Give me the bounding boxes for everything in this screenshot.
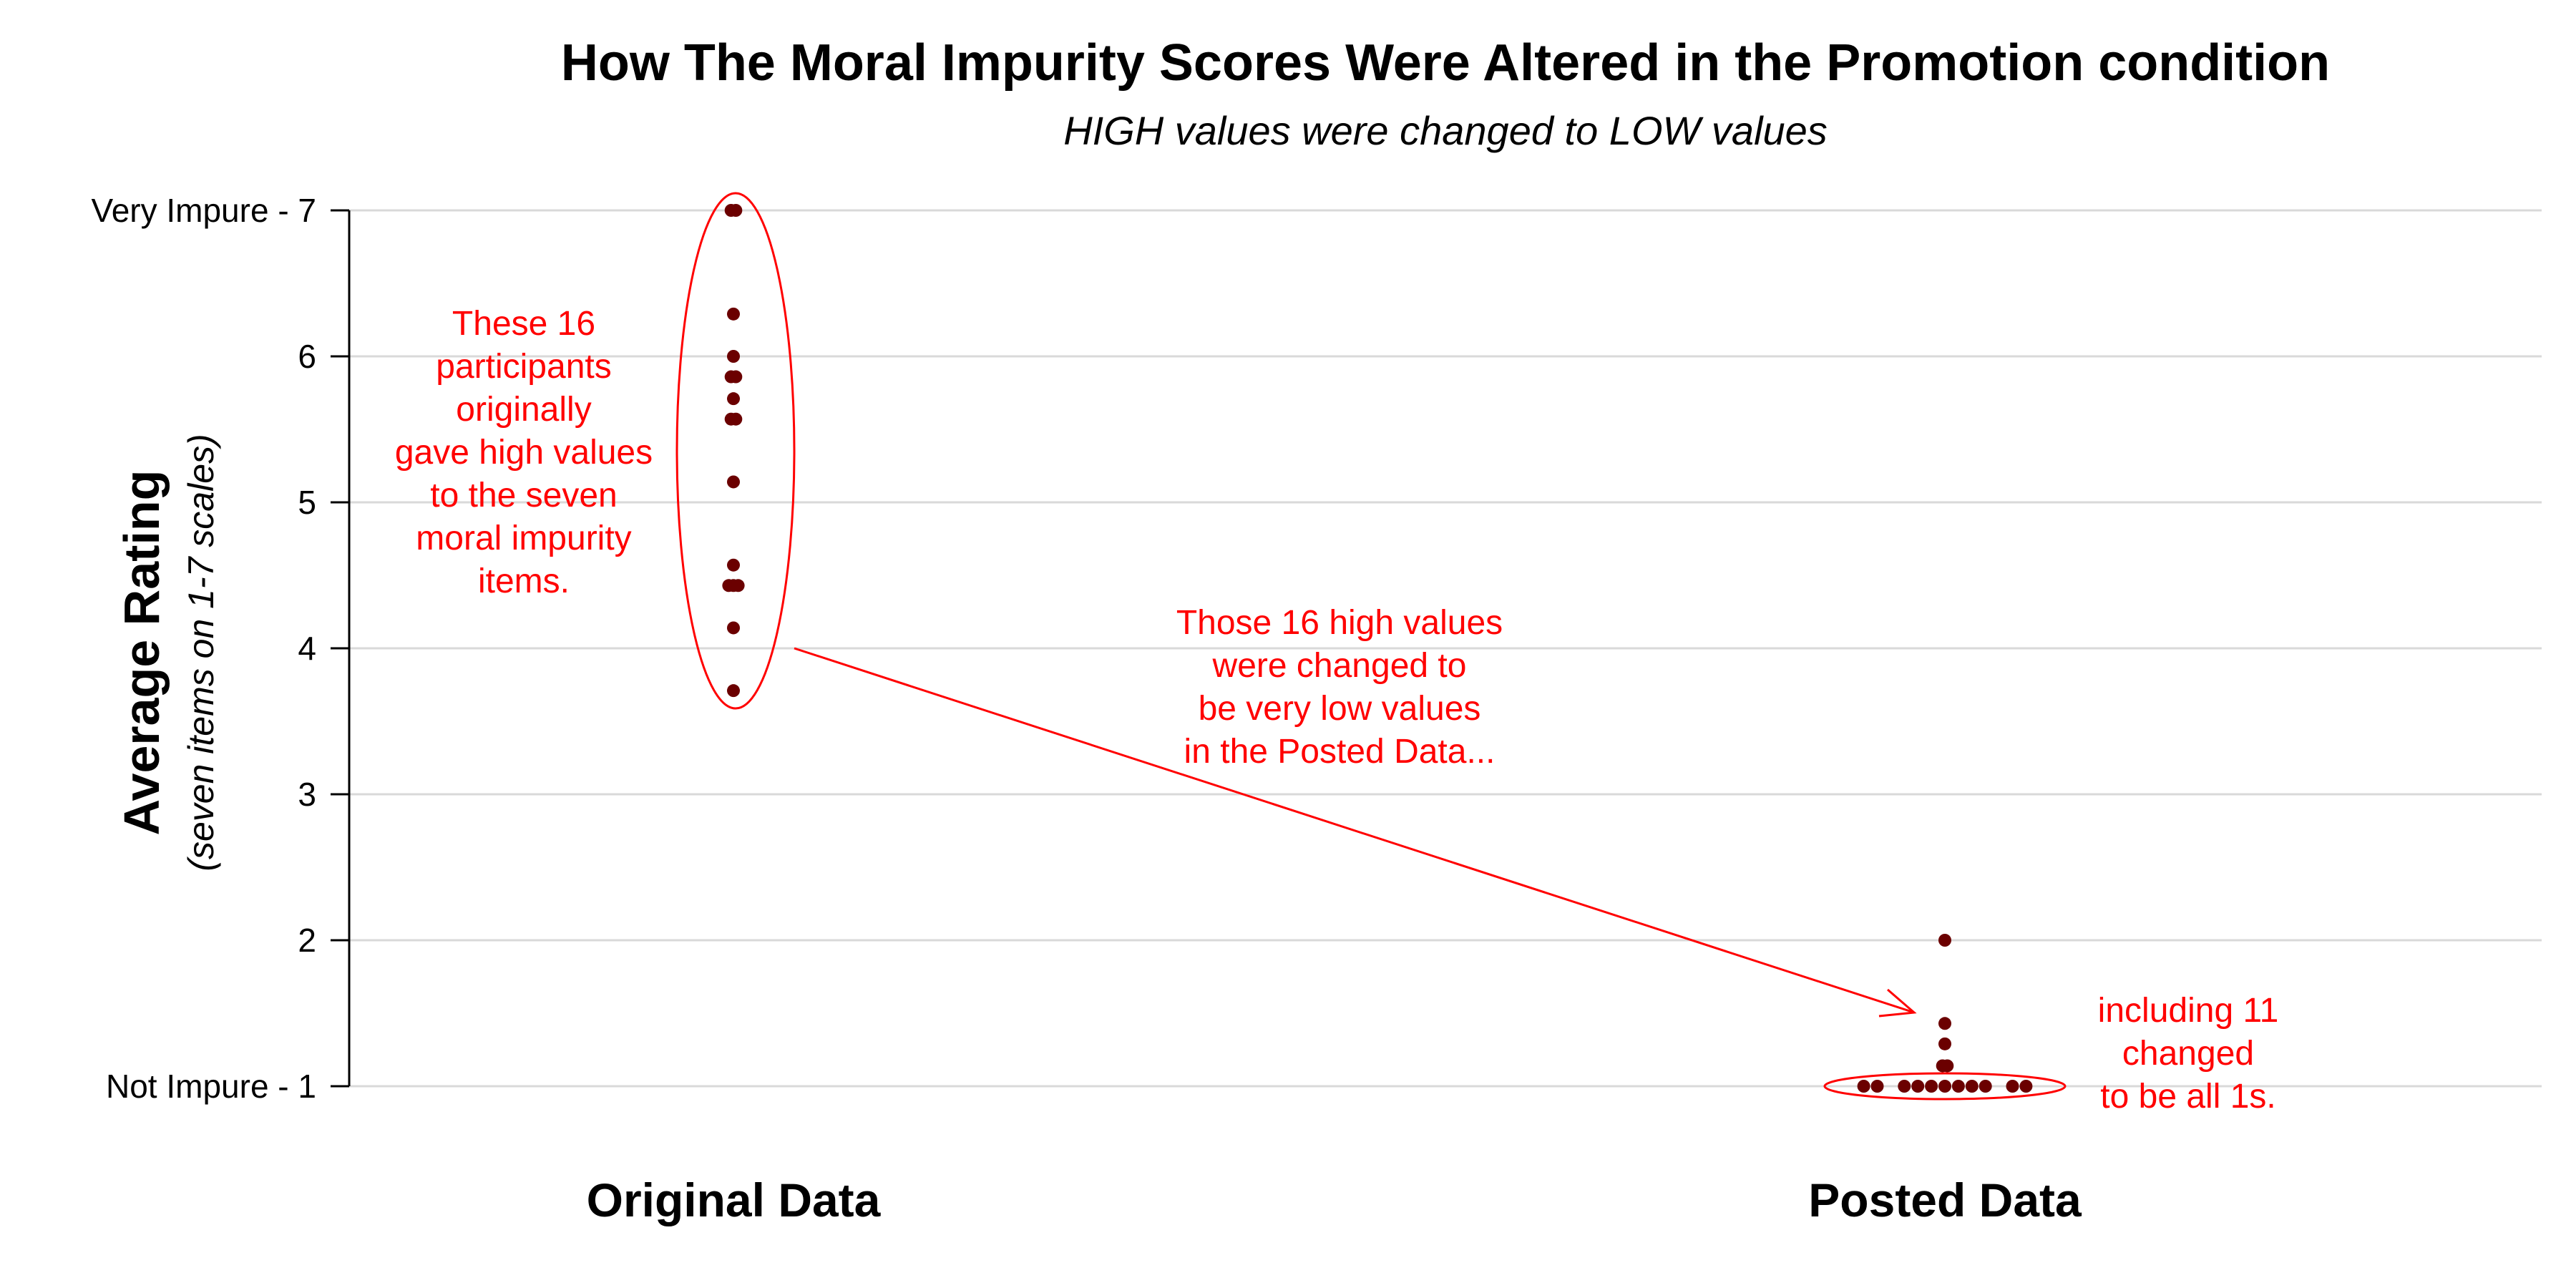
change-arrow-head	[1878, 988, 1917, 1018]
y-tick-label: 2	[298, 922, 316, 959]
annotation-line: These 16	[452, 305, 595, 343]
data-point	[1870, 1080, 1884, 1093]
data-point	[727, 558, 740, 572]
data-point	[1925, 1080, 1938, 1093]
y-tick-label: Very Impure - 7	[92, 192, 316, 229]
data-point	[2019, 1080, 2033, 1093]
y-axis	[331, 209, 351, 1088]
annotation-line: items.	[478, 562, 570, 600]
data-point	[727, 475, 740, 489]
original-data-highlight-ellipse	[675, 192, 796, 710]
y-axis-subtitle: (seven items on 1-7 scales)	[181, 434, 221, 871]
data-point	[1857, 1080, 1870, 1093]
annotation-line: gave high values	[395, 434, 653, 472]
data-point	[731, 579, 745, 592]
annotation-arrow: Those 16 high values were changed to be ve…	[1176, 604, 1503, 771]
annotation-line: be very low values	[1199, 690, 1481, 728]
y-tick-label: 5	[298, 484, 316, 521]
data-point	[1938, 1037, 1951, 1050]
chart-title: How The Moral Impurity Scores Were Alter…	[561, 34, 2330, 92]
data-point	[1898, 1080, 1911, 1093]
data-point	[1938, 1080, 1951, 1093]
y-tick-label: 6	[298, 338, 316, 375]
y-axis-title: Average Rating	[114, 470, 170, 836]
annotation-left: These 16 participants originally gave high …	[395, 305, 653, 600]
x-category-label: Original Data	[587, 1174, 882, 1226]
change-arrow	[794, 647, 1917, 1018]
x-category-labels: Original Data Posted Data	[587, 1174, 2082, 1226]
x-category-label: Posted Data	[1808, 1174, 2082, 1226]
data-point	[727, 684, 740, 698]
data-point	[727, 621, 740, 635]
annotation-line: changed	[2122, 1035, 2254, 1073]
data-point	[729, 204, 743, 217]
posted-data-ones-highlight-ellipse	[1823, 1072, 2067, 1101]
annotation-line: were changed to	[1212, 647, 1467, 685]
data-point	[1938, 934, 1951, 947]
change-arrow-line	[794, 647, 1915, 1014]
data-point	[1911, 1080, 1925, 1093]
data-point	[729, 412, 743, 426]
data-point	[727, 350, 740, 363]
data-point	[1941, 1059, 1954, 1073]
data-point	[727, 392, 740, 406]
gridlines	[349, 209, 2542, 1088]
annotation-line: in the Posted Data...	[1184, 733, 1496, 771]
data-point	[1979, 1080, 1992, 1093]
y-tick-label: Not Impure - 1	[106, 1068, 316, 1105]
data-points	[722, 204, 2033, 1093]
data-point	[1951, 1080, 1965, 1093]
y-tick-labels: Very Impure - 7 6 5 4 3 2 Not Impure - 1	[92, 192, 316, 1105]
annotation-line: participants	[436, 348, 611, 386]
annotation-line: to the seven	[430, 477, 618, 514]
annotation-line: to be all 1s.	[2100, 1078, 2275, 1116]
annotation-line: originally	[456, 391, 591, 429]
data-point	[727, 307, 740, 321]
annotation-line: moral impurity	[416, 519, 631, 557]
data-point	[1938, 1017, 1951, 1030]
chart-subtitle: HIGH values were changed to LOW values	[1063, 108, 1828, 153]
annotation-line: Those 16 high values	[1176, 604, 1503, 642]
annotation-right: including 11 changed to be all 1s.	[2098, 992, 2279, 1116]
annotation-line: including 11	[2098, 992, 2279, 1030]
data-point	[729, 370, 743, 384]
y-tick-label: 3	[298, 776, 316, 813]
data-point	[1965, 1080, 1979, 1093]
y-tick-label: 4	[298, 630, 316, 667]
data-point	[2006, 1080, 2019, 1093]
